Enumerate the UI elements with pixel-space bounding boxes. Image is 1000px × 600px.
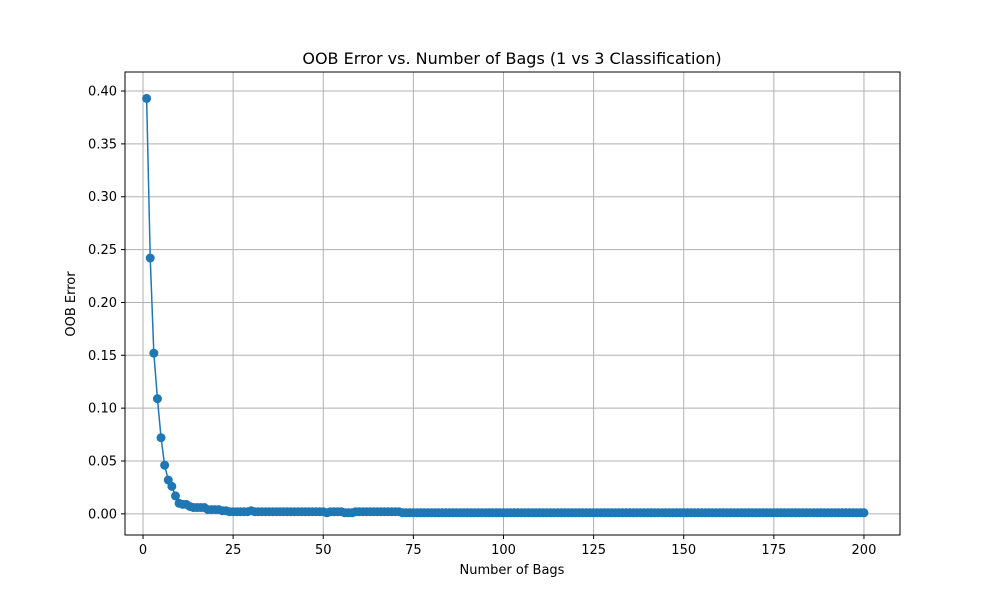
- x-tick-label: 200: [852, 543, 877, 558]
- y-tick-label: 0.40: [88, 85, 117, 100]
- y-tick-label: 0.20: [88, 296, 117, 311]
- data-point: [167, 481, 177, 491]
- y-tick-label: 0.10: [88, 402, 117, 417]
- chart-title: OOB Error vs. Number of Bags (1 vs 3 Cla…: [302, 49, 721, 68]
- x-axis-label: Number of Bags: [460, 563, 565, 578]
- x-tick-label: 100: [491, 543, 516, 558]
- data-point: [149, 348, 159, 358]
- y-axis-label: OOB Error: [64, 271, 79, 337]
- data-point: [142, 93, 152, 103]
- data-point: [156, 433, 166, 443]
- y-tick-label: 0.30: [88, 190, 117, 205]
- x-tick-label: 125: [581, 543, 606, 558]
- y-tick-label: 0.25: [88, 243, 117, 258]
- series-line: [145, 98, 864, 514]
- y-tick-label: 0.15: [88, 349, 117, 364]
- grid: [125, 72, 900, 535]
- x-axis-ticks: 0 25 50 75 100 125 150 175 200: [139, 535, 876, 558]
- data-point: [145, 253, 155, 263]
- x-tick-label: 75: [405, 543, 422, 558]
- x-tick-label: 150: [671, 543, 696, 558]
- data-point: [170, 491, 180, 501]
- y-tick-label: 0.05: [88, 455, 117, 470]
- data-point: [859, 508, 869, 518]
- y-tick-label: 0.35: [88, 137, 117, 152]
- plot-frame: [124, 71, 901, 536]
- x-tick-label: 0: [139, 543, 147, 558]
- x-tick-label: 50: [315, 543, 332, 558]
- data-point: [152, 394, 162, 404]
- data-point: [160, 460, 170, 470]
- x-tick-label: 25: [225, 543, 242, 558]
- y-axis-ticks: 0.00 0.05 0.10 0.15 0.20 0.25 0.30 0.35 0.40: [88, 85, 125, 522]
- series-oob-error: [142, 93, 869, 518]
- y-tick-label: 0.00: [88, 507, 117, 522]
- x-tick-label: 175: [761, 543, 786, 558]
